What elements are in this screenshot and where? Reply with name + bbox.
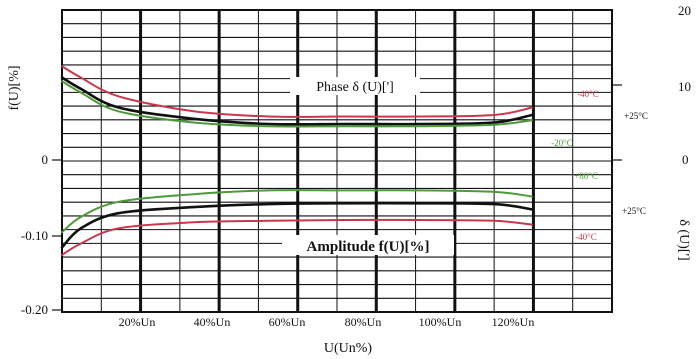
amplitude-annotation-box [282, 235, 454, 255]
curves [60, 65, 534, 256]
phase-annotation: Phase δ (U)['] [316, 80, 394, 95]
series-label: +25°C [622, 206, 646, 216]
x-tick: 80%Un [345, 315, 382, 329]
x-tick: 40%Un [194, 315, 231, 329]
x-tick: 60%Un [269, 315, 306, 329]
series-line-phase [60, 76, 534, 126]
series-line-phase [61, 80, 533, 128]
y-left-axis-label: f(U)[%] [7, 65, 22, 110]
y-right-tick: 0 [682, 152, 689, 167]
y-left-tick: -0.10 [21, 228, 48, 243]
series-label: -40°C [577, 89, 599, 99]
grid [52, 9, 622, 313]
series-label: +80°C [574, 171, 598, 181]
amplitude-annotation: Amplitude f(U)[%] [307, 239, 430, 255]
phase-annotation-box [290, 77, 420, 95]
y-right-axis-label: δ (U)['] [676, 219, 691, 260]
series-label: -20°C [551, 138, 573, 148]
x-axis-label: U(Un%) [324, 341, 373, 356]
x-tick: 20%Un [119, 315, 156, 329]
x-tick: 100%Un [419, 315, 462, 329]
series-label: +25°C [624, 111, 648, 121]
y-left-tick: 0 [42, 152, 49, 167]
series-line-phase [61, 65, 533, 118]
y-left-tick: -0.20 [21, 302, 48, 317]
series-line-amplitude [61, 189, 533, 234]
series-line-amplitude [61, 218, 533, 256]
y-right-tick: 10 [678, 79, 691, 94]
y-right-tick: 20 [678, 3, 691, 18]
x-tick: 120%Un [492, 315, 535, 329]
series-line-amplitude [60, 201, 534, 249]
series-label: -40°C [575, 232, 597, 242]
